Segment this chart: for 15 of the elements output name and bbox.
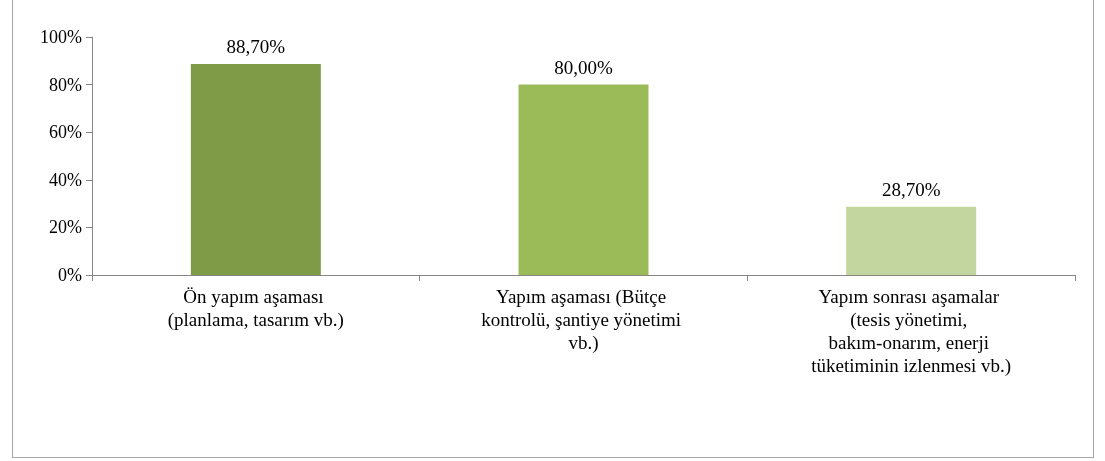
y-tick-label: 0% [58,265,82,285]
y-tick-label: 60% [49,122,82,143]
y-tick-label: 40% [49,169,82,190]
x-tick-label: Ön yapım aşaması (planlama, tasarım vb.) [167,286,344,331]
bar [846,206,977,275]
x-tick-label: Yapım aşaması (Bütçe kontrolü, şantiye yönetimi vb.) [481,286,686,354]
data-label: 80,00% [554,56,613,78]
x-tick-label: Yapım sonrası aşamalar (tesis yönetimi, bakım-onarım, enerji tüketiminin izlenmesi vb.) [811,286,1012,377]
y-tick-label: 20% [49,217,82,238]
y-tick-label: 100% [40,27,82,47]
y-tick-label: 80% [49,74,82,95]
data-label: 28,70% [881,178,941,200]
bar [518,84,649,275]
data-label: 88,70% [226,35,286,57]
bar [190,63,321,275]
